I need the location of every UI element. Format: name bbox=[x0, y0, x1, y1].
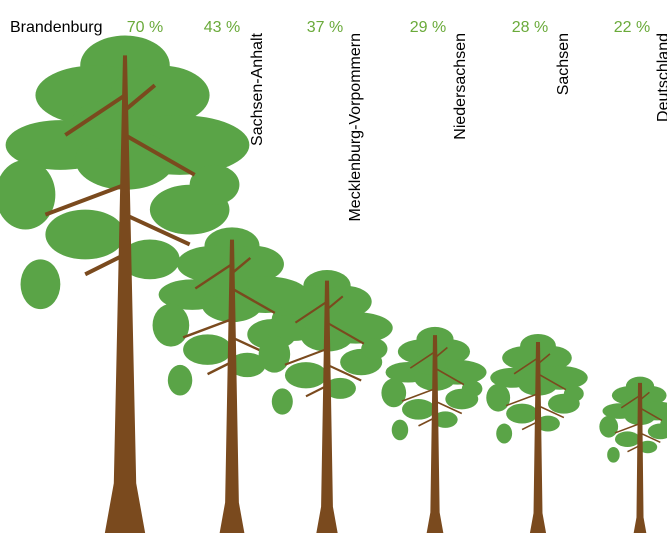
tree bbox=[152, 227, 309, 534]
tree-branch bbox=[434, 400, 463, 415]
tree-crown bbox=[461, 380, 483, 397]
category-label: Sachsen bbox=[555, 33, 572, 95]
tree-branch bbox=[537, 404, 565, 419]
value-label: 70 % bbox=[127, 19, 163, 36]
tree-crown bbox=[660, 417, 667, 430]
tree-crown bbox=[20, 259, 61, 310]
category-label: Deutschland bbox=[655, 33, 667, 122]
tree-trunk bbox=[426, 335, 444, 533]
tree-crown bbox=[271, 388, 293, 415]
tree-crown bbox=[183, 334, 232, 365]
tree-branch bbox=[620, 394, 641, 409]
tree-crown bbox=[45, 209, 125, 260]
tree-branch bbox=[614, 422, 641, 434]
tree-crown bbox=[324, 377, 356, 399]
tree-branch bbox=[194, 263, 233, 290]
tree-crown bbox=[599, 415, 619, 438]
category-label: Brandenburg bbox=[10, 19, 103, 36]
tree-crown bbox=[228, 352, 266, 378]
tree bbox=[381, 326, 487, 533]
tree-crown bbox=[638, 440, 658, 454]
tree-branch bbox=[124, 133, 196, 177]
tree-branch bbox=[434, 367, 465, 386]
tree-crown bbox=[486, 383, 511, 412]
tree-crown bbox=[258, 335, 291, 373]
tree bbox=[258, 270, 393, 533]
tree-trunk bbox=[633, 382, 647, 533]
tree-branch bbox=[505, 392, 539, 407]
value-label: 29 % bbox=[410, 19, 446, 36]
tree-crown bbox=[506, 403, 538, 424]
tree-branch bbox=[84, 252, 126, 277]
value-label: 28 % bbox=[512, 19, 548, 36]
tree-crown bbox=[391, 419, 409, 441]
tree-branch bbox=[123, 83, 157, 112]
tree-branch bbox=[513, 357, 539, 375]
tree-crown bbox=[189, 164, 240, 205]
category-label: Mecklenburg-Vorpommern bbox=[347, 33, 364, 222]
tree-branch bbox=[182, 317, 233, 339]
tree-branch bbox=[537, 373, 567, 391]
value-label: 43 % bbox=[204, 19, 240, 36]
tree-trunk bbox=[104, 55, 146, 533]
tree-crown bbox=[536, 415, 560, 432]
tree-crown bbox=[563, 385, 584, 402]
tree-crown bbox=[432, 411, 458, 428]
tree-crown bbox=[120, 239, 180, 280]
tree-branch bbox=[401, 387, 436, 402]
tree-crown bbox=[496, 423, 513, 444]
tree-crown bbox=[607, 447, 620, 463]
tree-branch bbox=[231, 287, 276, 315]
tree-crown bbox=[167, 364, 193, 396]
tree-branch bbox=[409, 350, 436, 369]
value-label: 37 % bbox=[307, 19, 343, 36]
tree-trunk bbox=[219, 239, 245, 534]
tree-branch bbox=[639, 407, 663, 422]
tree-branch bbox=[326, 321, 365, 345]
tree-branch bbox=[326, 295, 344, 311]
tree bbox=[486, 334, 588, 533]
tree-crown bbox=[284, 362, 327, 389]
tree-crown bbox=[361, 338, 388, 360]
category-label: Sachsen-Anhalt bbox=[249, 32, 266, 146]
tree-branch bbox=[44, 182, 126, 217]
tree-branch bbox=[124, 212, 191, 247]
tree-branch bbox=[231, 257, 252, 275]
tree-branch bbox=[284, 347, 328, 366]
tree-crown bbox=[152, 303, 190, 347]
tree-trunk bbox=[529, 341, 547, 533]
tree-branch bbox=[639, 432, 661, 443]
tree-crown bbox=[614, 431, 640, 448]
tree-crown bbox=[402, 399, 436, 420]
tree-branch bbox=[326, 363, 362, 382]
category-label: Niedersachsen bbox=[452, 33, 469, 140]
tree bbox=[0, 35, 250, 533]
tree-branch bbox=[64, 93, 127, 137]
tree-crown bbox=[381, 378, 407, 408]
tree-trunk bbox=[316, 280, 338, 533]
tree-branch bbox=[294, 300, 328, 324]
value-label: 22 % bbox=[614, 19, 650, 36]
tree-crown bbox=[0, 159, 56, 230]
tree bbox=[599, 376, 667, 533]
